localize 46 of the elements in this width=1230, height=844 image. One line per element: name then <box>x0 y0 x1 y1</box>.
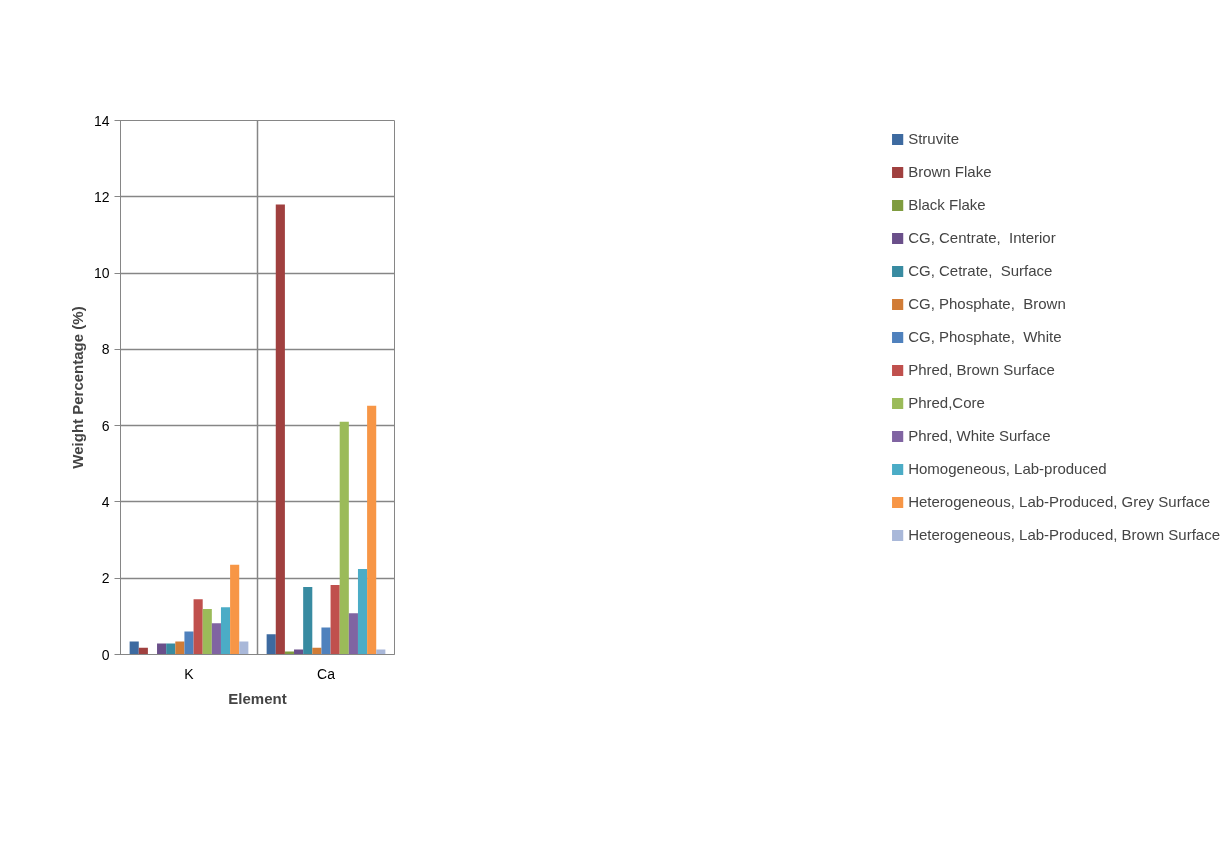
y-tick-label: 2 <box>101 570 110 587</box>
legend-label: Black Flake <box>908 196 986 213</box>
y-tick-label: 8 <box>101 341 110 358</box>
y-tick-label: 14 <box>93 112 110 129</box>
legend-label: Phred, White Surface <box>908 427 1051 444</box>
bar <box>211 623 221 655</box>
legend-label: Struvite <box>908 130 959 147</box>
bar <box>157 643 167 655</box>
bar <box>220 607 231 655</box>
bar <box>230 564 240 655</box>
bar <box>166 643 176 655</box>
legend-label: Homogeneous, Lab-produced <box>908 460 1107 477</box>
bar <box>357 569 368 655</box>
legend-label: CG, Phosphate, White <box>908 328 1062 345</box>
y-tick-label: 0 <box>101 646 110 663</box>
legend-label: Phred, Brown Surface <box>908 361 1055 378</box>
bar <box>348 613 358 655</box>
legend-label: Brown Flake <box>908 163 992 180</box>
legend-label: Phred,Core <box>908 394 985 411</box>
legend-label: CG, Phosphate, Brown <box>908 295 1066 312</box>
bar <box>193 599 203 655</box>
bar <box>303 586 313 655</box>
legend-label: Heterogeneous, Lab-Produced, Brown Surface <box>908 526 1220 543</box>
bar <box>239 641 249 655</box>
bar <box>202 609 212 655</box>
bar <box>184 631 194 655</box>
x-axis-title: Element <box>228 689 287 707</box>
bar <box>175 641 185 655</box>
bar <box>367 405 377 655</box>
y-tick-label: 10 <box>93 265 110 282</box>
bar <box>284 651 295 655</box>
bar <box>266 634 276 655</box>
legend-label: CG, Cetrate, Surface <box>908 262 1053 279</box>
x-tick-label: Ca <box>317 665 336 682</box>
legend-label: Heterogeneous, Lab-Produced, Grey Surface <box>908 493 1210 510</box>
legend-label: CG, Centrate, Interior <box>908 229 1056 246</box>
bar <box>129 641 139 655</box>
bar <box>339 421 349 655</box>
x-tick-label: K <box>184 665 195 682</box>
y-tick-label: 12 <box>93 188 110 205</box>
y-axis-title: Weight Percentage (%) <box>68 306 86 469</box>
y-tick-label: 6 <box>101 417 110 434</box>
y-tick-label: 4 <box>101 493 110 510</box>
bar <box>275 204 285 655</box>
bar <box>330 585 340 655</box>
bar <box>321 627 331 655</box>
